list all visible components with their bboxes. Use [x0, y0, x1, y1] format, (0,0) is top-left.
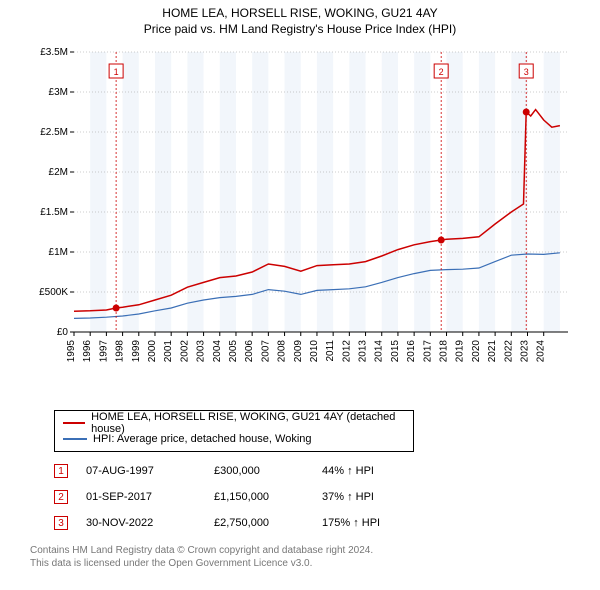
legend-label: HPI: Average price, detached house, Woki…: [93, 433, 312, 445]
sale-pct: 175% ↑ HPI: [322, 517, 412, 529]
svg-text:2016: 2016: [406, 340, 417, 363]
sales-row: 1 07-AUG-1997 £300,000 44% ↑ HPI: [54, 458, 580, 484]
sale-date: 07-AUG-1997: [86, 465, 196, 477]
svg-text:2022: 2022: [503, 340, 514, 363]
svg-text:2020: 2020: [471, 340, 482, 363]
svg-text:2011: 2011: [325, 340, 336, 362]
legend-item: HOME LEA, HORSELL RISE, WOKING, GU21 4AY…: [63, 415, 405, 431]
sales-row: 3 30-NOV-2022 £2,750,000 175% ↑ HPI: [54, 510, 580, 536]
sale-date: 30-NOV-2022: [86, 517, 196, 529]
footer-line: This data is licensed under the Open Gov…: [30, 557, 580, 570]
title-subtitle: Price paid vs. HM Land Registry's House …: [0, 22, 600, 36]
svg-text:2008: 2008: [277, 340, 288, 363]
svg-text:2021: 2021: [487, 340, 498, 363]
legend-label: HOME LEA, HORSELL RISE, WOKING, GU21 4AY…: [91, 411, 405, 435]
svg-text:£500K: £500K: [39, 287, 68, 298]
svg-text:£2M: £2M: [49, 167, 68, 178]
legend-swatch: [63, 422, 85, 424]
svg-text:2003: 2003: [196, 340, 207, 363]
svg-text:2019: 2019: [455, 340, 466, 363]
sale-marker: 3: [54, 516, 68, 530]
legend: HOME LEA, HORSELL RISE, WOKING, GU21 4AY…: [54, 410, 414, 452]
sale-date: 01-SEP-2017: [86, 491, 196, 503]
svg-text:3: 3: [524, 67, 529, 77]
chart-svg: £0 £500K £1M £1.5M £2M £2.5M £3M £3.5M 1995 1996…: [20, 42, 580, 402]
svg-text:2001: 2001: [163, 340, 174, 363]
svg-text:£1.5M: £1.5M: [40, 207, 68, 218]
svg-text:2002: 2002: [179, 340, 190, 363]
svg-text:2009: 2009: [293, 340, 304, 363]
legend-swatch: [63, 438, 87, 440]
footer: Contains HM Land Registry data © Crown c…: [30, 544, 580, 570]
sale-marker: 1: [54, 464, 68, 478]
title-address: HOME LEA, HORSELL RISE, WOKING, GU21 4AY: [0, 6, 600, 20]
svg-text:2000: 2000: [147, 340, 158, 363]
svg-text:£2.5M: £2.5M: [40, 127, 68, 138]
svg-text:2: 2: [439, 67, 444, 77]
sale-price: £300,000: [214, 465, 304, 477]
svg-text:1995: 1995: [66, 340, 77, 363]
svg-text:2007: 2007: [260, 340, 271, 363]
svg-text:2015: 2015: [390, 340, 401, 363]
svg-text:2010: 2010: [309, 340, 320, 363]
svg-text:£3.5M: £3.5M: [40, 47, 68, 58]
svg-text:£0: £0: [57, 327, 69, 338]
chart-area: £0 £500K £1M £1.5M £2M £2.5M £3M £3.5M 1995 1996…: [20, 42, 580, 402]
svg-text:£1M: £1M: [49, 247, 68, 258]
footer-line: Contains HM Land Registry data © Crown c…: [30, 544, 580, 557]
svg-text:2012: 2012: [341, 340, 352, 363]
svg-text:1: 1: [114, 67, 119, 77]
svg-text:2017: 2017: [422, 340, 433, 363]
sale-price: £1,150,000: [214, 491, 304, 503]
sale-pct: 44% ↑ HPI: [322, 465, 412, 477]
sales-row: 2 01-SEP-2017 £1,150,000 37% ↑ HPI: [54, 484, 580, 510]
chart-container: HOME LEA, HORSELL RISE, WOKING, GU21 4AY…: [0, 0, 600, 590]
svg-text:1999: 1999: [131, 340, 142, 363]
svg-text:2005: 2005: [228, 340, 239, 363]
title-block: HOME LEA, HORSELL RISE, WOKING, GU21 4AY…: [0, 0, 600, 38]
svg-text:2014: 2014: [374, 340, 385, 363]
sales-table: 1 07-AUG-1997 £300,000 44% ↑ HPI 2 01-SE…: [54, 458, 580, 536]
sale-price: £2,750,000: [214, 517, 304, 529]
svg-text:2006: 2006: [244, 340, 255, 363]
svg-text:£3M: £3M: [49, 87, 68, 98]
svg-text:1997: 1997: [98, 340, 109, 363]
sale-marker: 2: [54, 490, 68, 504]
svg-text:2018: 2018: [439, 340, 450, 363]
svg-text:1998: 1998: [115, 340, 126, 363]
sale-pct: 37% ↑ HPI: [322, 491, 412, 503]
svg-text:1996: 1996: [82, 340, 93, 363]
svg-text:2024: 2024: [536, 340, 547, 363]
svg-text:2004: 2004: [212, 340, 223, 363]
svg-text:2023: 2023: [520, 340, 531, 363]
svg-text:2013: 2013: [358, 340, 369, 363]
